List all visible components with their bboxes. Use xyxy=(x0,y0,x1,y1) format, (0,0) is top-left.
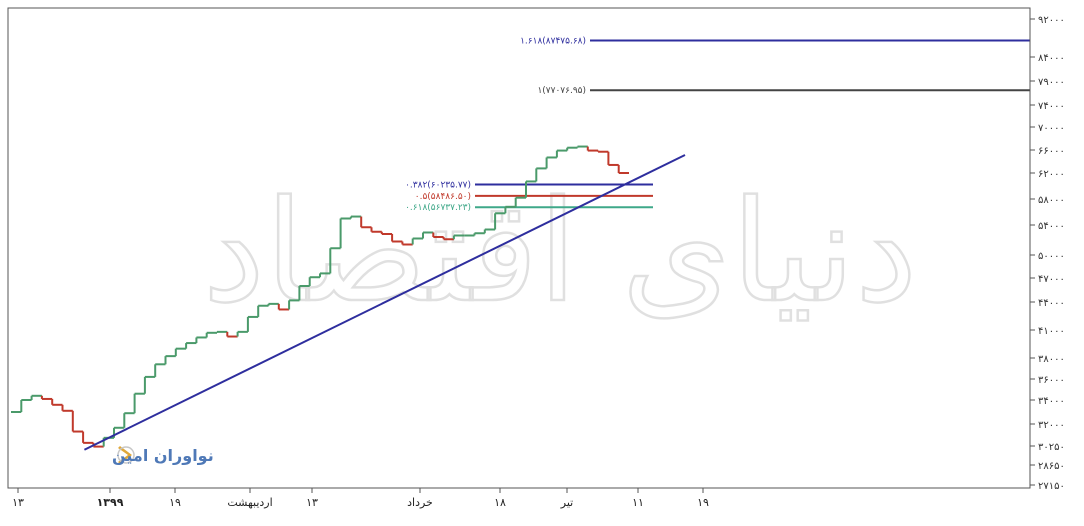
y-tick-label: ۲۸۶۵۰ xyxy=(1038,461,1065,472)
y-tick-label: ۳۰۲۵۰ xyxy=(1038,442,1065,453)
fib-level-label: ۱(۷۷۰۷۶.۹۵) xyxy=(537,86,586,96)
trendline-layer xyxy=(83,154,686,451)
y-tick-label: ۵۰۰۰۰ xyxy=(1038,251,1065,262)
y-tick-label: ۳۲۰۰۰ xyxy=(1038,420,1065,431)
fib-level-label: ۰.۶۱۸(۵۶۷۳۷.۲۳) xyxy=(405,203,471,213)
x-tick-label: ۱۸ xyxy=(494,496,506,509)
x-tick-label: خرداد xyxy=(407,496,433,509)
y-tick-label: ۳۸۰۰۰ xyxy=(1038,354,1065,365)
y-axis: ۹۲۰۰۰ ۸۴۰۰۰ ۷۹۰۰۰ ۷۴۰۰۰ ۷۰۰۰۰ ۶۶۰۰۰ ۶۲۰۰۰ ۵۸۰۰۰… xyxy=(1030,15,1065,492)
y-tick-label: ۸۴۰۰۰ xyxy=(1038,53,1065,64)
y-tick-label: ۶۶۰۰۰ xyxy=(1038,146,1065,157)
logo-text: نواوران امین xyxy=(112,446,214,465)
company-logo: نواوران امین xyxy=(112,446,214,465)
y-tick-label: ۴۷۰۰۰ xyxy=(1038,274,1065,285)
x-tick-label: اردیبهشت xyxy=(227,496,272,509)
y-tick-label: ۳۴۰۰۰ xyxy=(1038,396,1065,407)
x-tick-label: ۱۳ xyxy=(306,496,318,509)
y-tick-label: ۷۹۰۰۰ xyxy=(1038,77,1065,88)
logo-ring-icon xyxy=(117,446,135,464)
y-tick-label: ۳۶۰۰۰ xyxy=(1038,375,1065,386)
x-tick-label: ۱۳ xyxy=(12,496,24,509)
y-tick-label: ۹۲۰۰۰ xyxy=(1038,15,1065,26)
y-tick-label: ۷۰۰۰۰ xyxy=(1038,123,1065,134)
y-tick-label: ۶۲۰۰۰ xyxy=(1038,169,1065,180)
y-tick-label: ۵۸۰۰۰ xyxy=(1038,195,1065,206)
x-tick-label: ۱۹ xyxy=(169,496,181,509)
watermark-text: دنیای اقتصاد xyxy=(203,171,918,334)
y-tick-label: ۲۷۱۵۰ xyxy=(1038,481,1065,492)
x-axis: ۱۳ ۱۳۹۹ ۱۹ اردیبهشت ۱۳ خرداد ۱۸ تیر ۱۱ ۱۹ xyxy=(12,488,709,509)
x-tick-label: ۱۹ xyxy=(697,496,709,509)
fib-level-label: ۰.۳۸۲(۶۰۲۳۵.۷۷) xyxy=(405,180,471,190)
fib-level-label: ۰.۵(۵۸۴۸۶.۵۰) xyxy=(415,192,471,202)
x-tick-label: ۱۱ xyxy=(632,496,644,509)
y-tick-label: ۵۴۰۰۰ xyxy=(1038,221,1065,232)
y-tick-label: ۴۴۰۰۰ xyxy=(1038,298,1065,309)
y-tick-label: ۷۴۰۰۰ xyxy=(1038,101,1065,112)
fib-level-label: ۱.۶۱۸(۸۷۴۷۵.۶۸) xyxy=(520,36,586,46)
x-tick-label: تیر xyxy=(560,496,573,509)
y-tick-label: ۴۱۰۰۰ xyxy=(1038,326,1065,337)
logo-chevron-icon xyxy=(118,446,132,464)
price-steps xyxy=(11,145,629,448)
trendline xyxy=(83,154,686,451)
x-tick-label: ۱۳۹۹ xyxy=(97,496,124,509)
